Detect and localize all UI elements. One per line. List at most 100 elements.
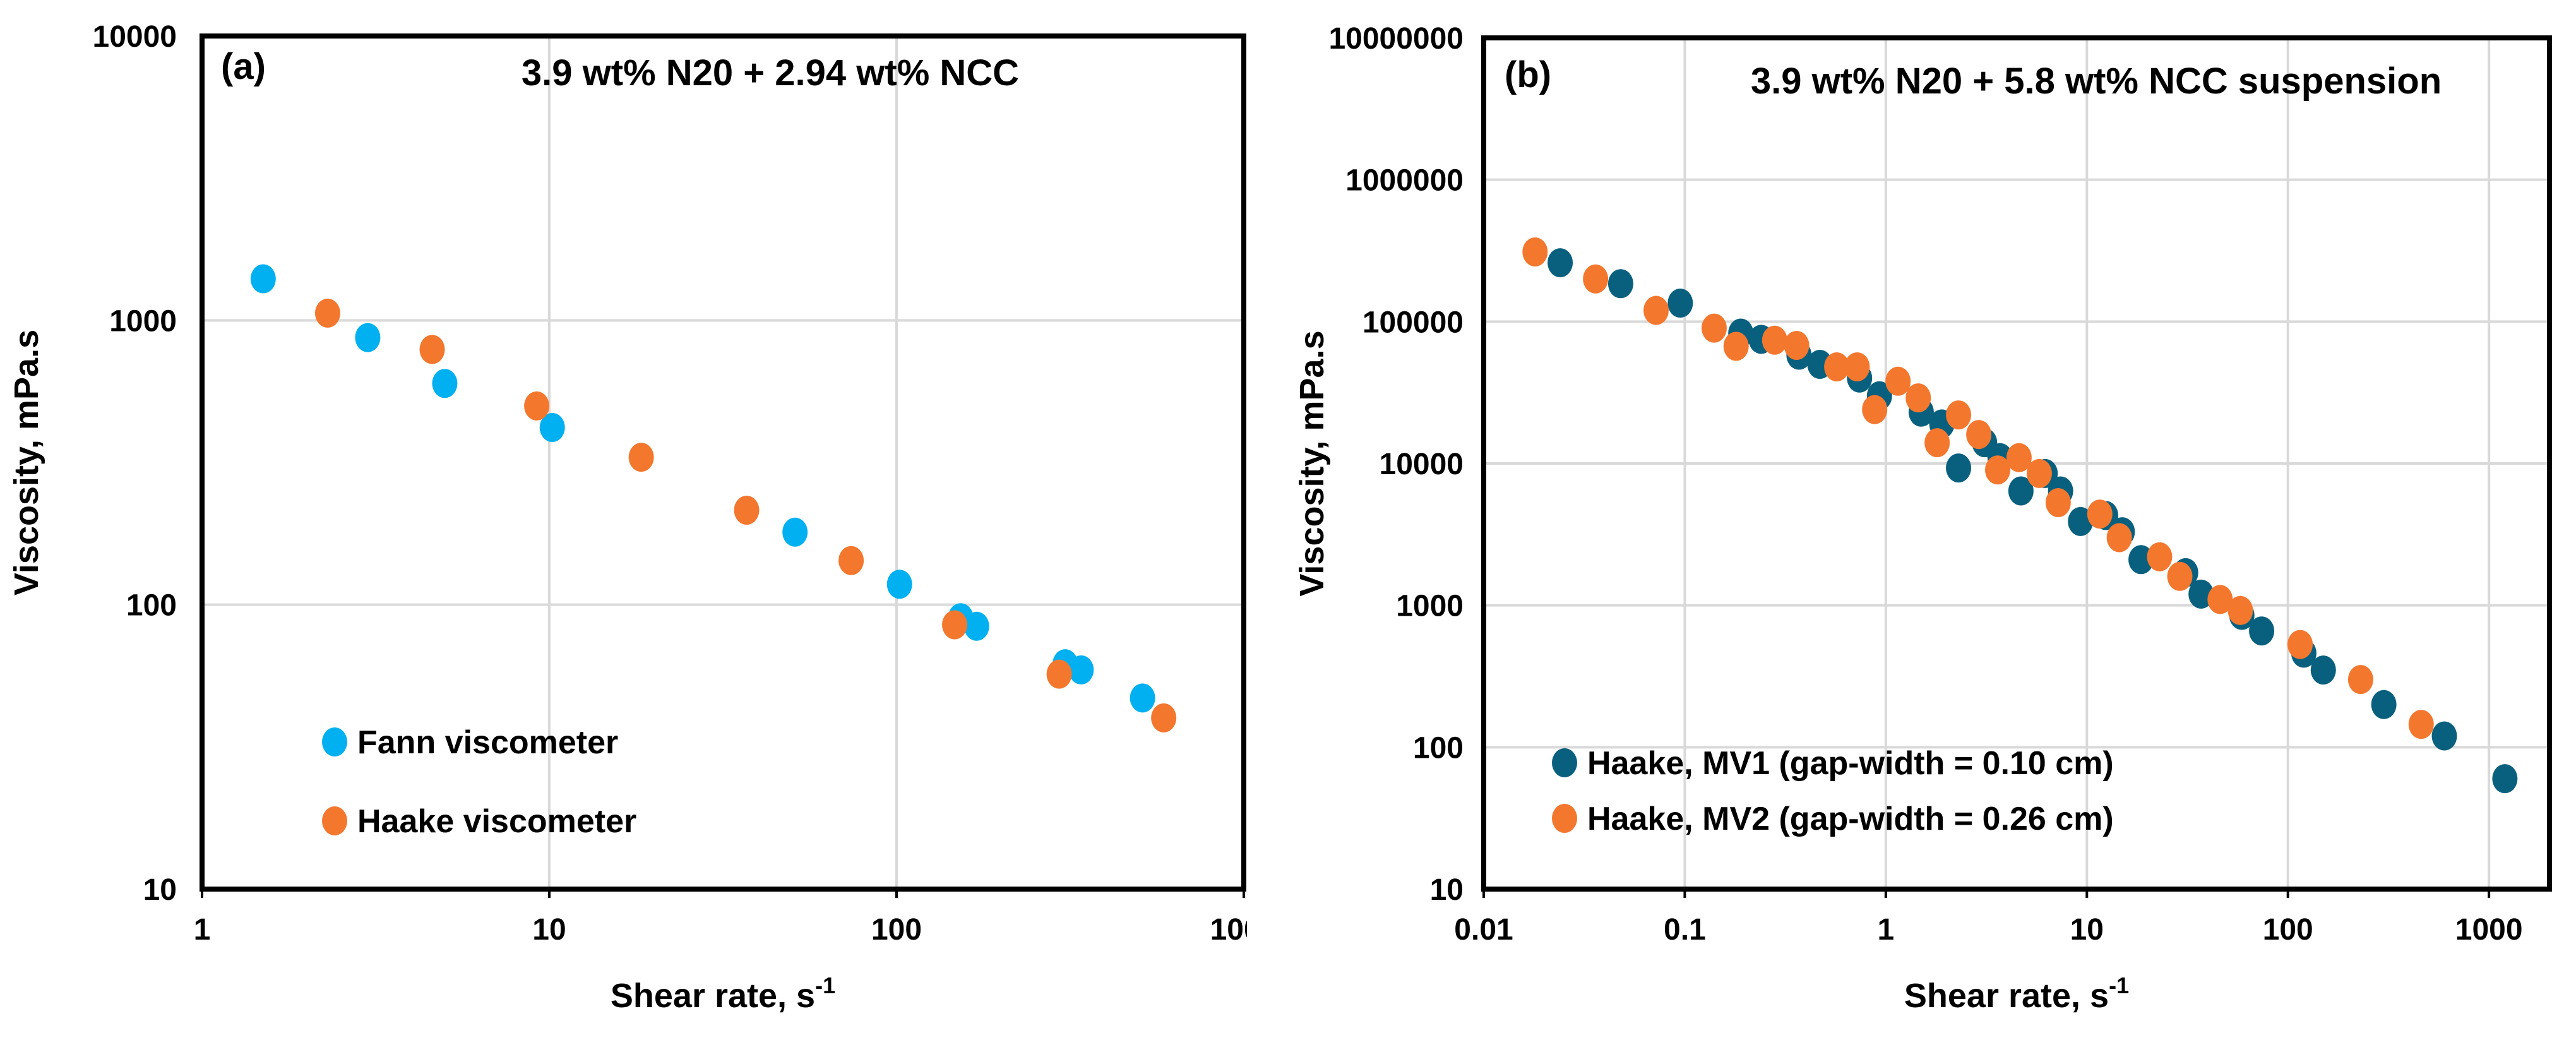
panel-b: 10 100 1000 10000 100000 1000000 10000000 0.01 0… — [1293, 22, 2552, 1015]
data-point-series-2 — [2167, 561, 2193, 591]
data-point-series-2 — [1985, 455, 2010, 485]
data-point-series-1 — [782, 517, 808, 547]
data-point-series-2 — [2087, 499, 2113, 529]
data-point-series-2 — [1723, 332, 1749, 361]
x-tick-label: 0.1 — [1664, 913, 1706, 947]
data-point-series-1 — [539, 412, 565, 442]
data-point-series-2 — [1784, 330, 1810, 360]
data-point-series-2 — [2227, 595, 2253, 625]
x-tick-label: 10 — [532, 913, 566, 947]
y-tick-label: 1000000 — [1345, 164, 1464, 198]
data-point-series-2 — [1046, 659, 1072, 689]
data-point-series-2 — [1924, 428, 1950, 458]
data-point-series-1 — [1130, 683, 1155, 713]
data-point-series-2 — [1966, 420, 1992, 450]
data-point-series-2 — [1946, 400, 1972, 430]
data-point-series-1 — [2008, 476, 2034, 506]
data-point-series-1 — [1607, 269, 1633, 299]
chart-title: 3.9 wt% N20 + 2.94 wt% NCC — [522, 52, 1019, 93]
data-point-series-2 — [734, 495, 760, 525]
legend-label-series-2: Haake, MV2 (gap-width = 0.26 cm) — [1587, 801, 2114, 837]
legend-label-series-1: Fann viscometer — [357, 724, 618, 761]
data-point-series-1 — [2188, 579, 2214, 609]
data-point-series-2 — [419, 335, 445, 364]
data-point-series-2 — [1762, 325, 1787, 355]
data-point-series-2 — [2287, 630, 2313, 659]
legend-marker-series-1 — [1552, 748, 1577, 777]
x-axis-title-text: Shear rate, s — [611, 977, 815, 1015]
data-point-series-2 — [1151, 703, 1177, 732]
data-point-series-2 — [2408, 710, 2434, 739]
data-point-series-1 — [1946, 453, 1972, 483]
x-tick-label: 100 — [871, 913, 922, 947]
data-point-series-2 — [2026, 458, 2052, 488]
x-axis-title-superscript: -1 — [2109, 972, 2129, 998]
data-point-series-1 — [355, 323, 381, 352]
data-point-series-1 — [432, 369, 458, 398]
data-point-series-2 — [1905, 383, 1931, 413]
y-tick-label: 100000 — [1363, 306, 1464, 339]
data-point-series-2 — [2045, 487, 2071, 517]
data-point-series-2 — [628, 443, 654, 472]
y-tick-label: 10 — [1430, 873, 1464, 907]
data-point-series-2 — [1643, 296, 1669, 325]
y-tick-label: 1000 — [109, 304, 177, 338]
panel-a: 10 100 1000 10000 1 10 100 1000 (a) 3.9 wt% N20 +… — [8, 20, 1278, 1015]
y-axis-title: Viscosity, mPa.s — [1293, 330, 1331, 596]
data-point-series-2 — [1701, 313, 1727, 343]
data-point-series-1 — [2068, 506, 2094, 536]
data-point-series-2 — [2006, 443, 2032, 472]
legend-marker-series-2 — [322, 806, 347, 835]
chart-title: 3.9 wt% N20 + 5.8 wt% NCC suspension — [1751, 61, 2442, 102]
x-axis-title: Shear rate, s-1 — [1904, 972, 2129, 1015]
data-point-series-2 — [2347, 665, 2373, 695]
data-point-series-2 — [1885, 366, 1911, 396]
y-tick-label: 100 — [126, 589, 177, 623]
y-tick-label: 10 — [143, 873, 177, 907]
data-point-series-2 — [2207, 585, 2233, 614]
plot-frame — [1481, 35, 2552, 892]
x-tick-label: 10 — [2070, 913, 2104, 947]
data-point-series-2 — [314, 298, 340, 328]
y-tick-label: 10000000 — [1328, 22, 1464, 56]
x-axis-title-text: Shear rate, s — [1904, 977, 2109, 1015]
legend-marker-series-2 — [1552, 804, 1577, 833]
x-tick-label: 100 — [2263, 913, 2313, 947]
data-point-series-1 — [2431, 721, 2457, 751]
data-point-series-1 — [2310, 655, 2336, 685]
data-point-series-1 — [2249, 616, 2275, 646]
data-point-series-1 — [1068, 655, 1094, 684]
data-point-series-2 — [2106, 523, 2132, 553]
data-point-series-1 — [1547, 248, 1573, 278]
x-axis-title: Shear rate, s-1 — [611, 972, 835, 1015]
y-tick-label: 100 — [1413, 731, 1464, 765]
data-point-series-1 — [886, 570, 912, 599]
data-point-series-2 — [838, 546, 864, 575]
data-point-series-1 — [2128, 545, 2154, 575]
data-point-series-1 — [2492, 764, 2518, 794]
data-point-series-2 — [942, 610, 968, 640]
data-point-series-2 — [1583, 264, 1609, 294]
x-tick-label: 1000 — [2455, 913, 2523, 947]
data-point-series-1 — [250, 264, 276, 294]
data-point-series-2 — [524, 391, 550, 421]
x-tick-label: 1 — [194, 913, 211, 947]
data-point-series-1 — [2371, 690, 2397, 719]
y-tick-label: 10000 — [93, 20, 177, 54]
data-point-series-1 — [963, 611, 989, 641]
data-point-series-2 — [2147, 542, 2173, 571]
legend-label-series-1: Haake, MV1 (gap-width = 0.10 cm) — [1587, 745, 2114, 782]
y-tick-label: 10000 — [1380, 448, 1464, 481]
x-tick-label: 1 — [1878, 913, 1895, 947]
legend-marker-series-1 — [322, 727, 347, 756]
x-tick-label: 0.01 — [1454, 913, 1513, 947]
data-point-series-2 — [1844, 352, 1870, 381]
panel-label: (a) — [221, 46, 266, 87]
data-point-series-1 — [1667, 289, 1693, 318]
data-point-series-2 — [1862, 395, 1888, 424]
y-tick-label: 1000 — [1396, 590, 1464, 623]
panel-label: (b) — [1505, 54, 1551, 95]
y-axis-title: Viscosity, mPa.s — [8, 330, 45, 595]
x-tick-label: 1000 — [1210, 913, 1278, 947]
